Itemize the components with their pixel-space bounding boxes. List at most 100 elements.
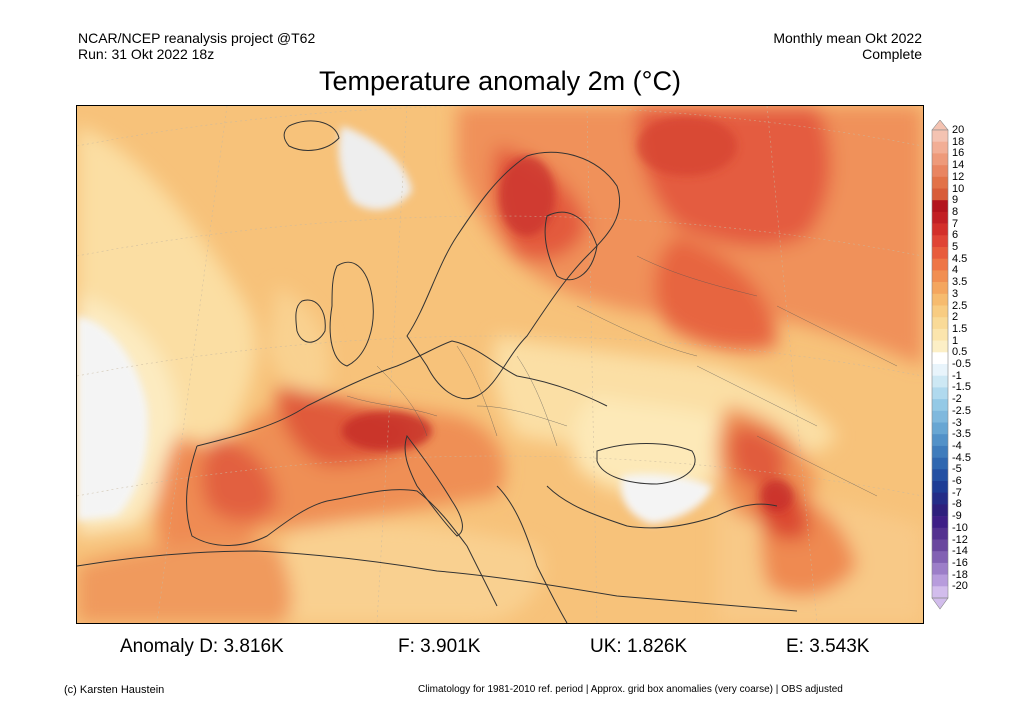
legend-label: -8 [952, 498, 962, 511]
legend-swatch [932, 586, 948, 599]
legend-label: -1 [952, 369, 962, 382]
legend-label: 10 [952, 182, 965, 195]
legend-swatch [932, 130, 948, 142]
period-label: Monthly mean Okt 2022 [773, 30, 922, 46]
legend-label: 5 [952, 241, 959, 253]
legend-swatch [932, 328, 948, 341]
legend-label: 20 [952, 124, 965, 136]
legend-swatch [932, 258, 948, 271]
legend-label: 18 [952, 135, 965, 148]
legend-label: 1.5 [952, 322, 968, 335]
legend-swatch [932, 165, 948, 178]
legend-swatch [932, 539, 948, 552]
legend-label: -12 [952, 533, 968, 546]
legend-label: 0.5 [952, 346, 968, 359]
legend-label: 7 [952, 217, 959, 230]
map-canvas [77, 106, 923, 623]
legend-swatch [932, 481, 948, 493]
legend-swatch [932, 469, 948, 482]
stat-uk: UK: 1.826K [590, 636, 688, 657]
legend-label: -3 [952, 416, 962, 429]
legend-label: 4 [952, 264, 959, 277]
legend-label: 2 [952, 311, 959, 324]
header-left: NCAR/NCEP reanalysis project @T62 Run: 3… [78, 30, 315, 62]
credit: (c) Karsten Haustein [64, 684, 165, 696]
legend-label: 3.5 [952, 276, 968, 289]
legend-swatch [932, 375, 948, 388]
legend-label: 12 [952, 170, 965, 183]
run-time: Run: 31 Okt 2022 18z [78, 46, 215, 62]
stat-d: Anomaly D: 3.816K [120, 636, 284, 657]
legend-label: 4.5 [952, 252, 968, 265]
status-label: Complete [862, 46, 922, 62]
legend-swatch [932, 492, 948, 505]
anomaly-hotspots [342, 116, 793, 512]
legend-swatch [932, 516, 948, 529]
graticule [77, 106, 923, 623]
legend-swatch [932, 551, 948, 564]
anomaly-stats: Anomaly D: 3.816K F: 3.901K UK: 1.826K E… [0, 636, 1024, 662]
stat-f: F: 3.901K [398, 636, 481, 657]
legend-label: -4 [952, 439, 962, 452]
legend-label: 14 [952, 159, 965, 172]
legend-label: -10 [952, 521, 968, 534]
legend-label: 2.5 [952, 299, 968, 312]
legend-swatch [932, 387, 948, 400]
coastlines [77, 120, 798, 623]
legend-label: 8 [952, 205, 959, 218]
neutral-areas [77, 126, 712, 524]
legend-colorbar [931, 120, 949, 610]
legend-label: -0.5 [952, 358, 971, 370]
legend-swatch [932, 457, 948, 470]
legend-swatch [932, 317, 948, 330]
legend-swatch [932, 305, 948, 318]
legend-swatch [932, 235, 948, 248]
color-legend: 20 18 16 14 12 10 9 8 7 6 5 4.5 4 3.5 3 2.5 2 1.5 1 0.5 -0.5… [930, 120, 1020, 610]
legend-swatch [932, 293, 948, 306]
stat-e: E: 3.543K [786, 636, 870, 657]
legend-label: 1 [952, 334, 959, 347]
legend-swatch [932, 422, 948, 435]
legend-label: 3 [952, 287, 959, 300]
legend-swatch [932, 153, 948, 166]
map-title: Temperature anomaly 2m (°C) [319, 66, 681, 96]
legend-swatch [932, 364, 948, 376]
legend-swatch [932, 188, 948, 201]
climatology-note: Climatology for 1981-2010 ref. period | … [418, 684, 843, 695]
legend-swatch [932, 247, 948, 259]
legend-label: -7 [952, 486, 962, 499]
legend-swatch [932, 270, 948, 283]
legend-label: -6 [952, 475, 962, 487]
legend-label: -16 [952, 556, 968, 569]
legend-arrow-bottom [931, 597, 949, 610]
legend-swatch [932, 340, 948, 353]
legend-label: 9 [952, 194, 959, 207]
legend-label: -2 [952, 393, 962, 406]
legend-swatch [932, 200, 948, 213]
legend-swatch [932, 527, 948, 540]
legend-swatch [932, 574, 948, 587]
legend-label: -5 [952, 463, 962, 476]
legend-label: -1.5 [952, 381, 971, 394]
legend-swatch [932, 282, 948, 295]
anomaly-map [76, 105, 924, 624]
borders [346, 255, 898, 497]
legend-label: -14 [952, 545, 968, 558]
legend-label: -3.5 [952, 428, 971, 441]
legend-swatch [932, 223, 948, 236]
legend-swatch [932, 504, 948, 517]
legend-label: -9 [952, 510, 962, 523]
legend-frame [931, 129, 949, 599]
legend-swatch [932, 141, 948, 154]
legend-arrow-top [931, 120, 949, 131]
header-right: Monthly mean Okt 2022 Complete [773, 30, 922, 62]
legend-swatch [932, 399, 948, 412]
legend-label: -18 [952, 568, 968, 581]
legend-swatch [932, 434, 948, 447]
legend-swatch [932, 211, 948, 224]
legend-label: 16 [952, 147, 965, 160]
legend-label: -4.5 [952, 451, 971, 464]
legend-swatch [932, 410, 948, 423]
legend-label: 6 [952, 229, 959, 242]
legend-swatch [932, 176, 948, 189]
